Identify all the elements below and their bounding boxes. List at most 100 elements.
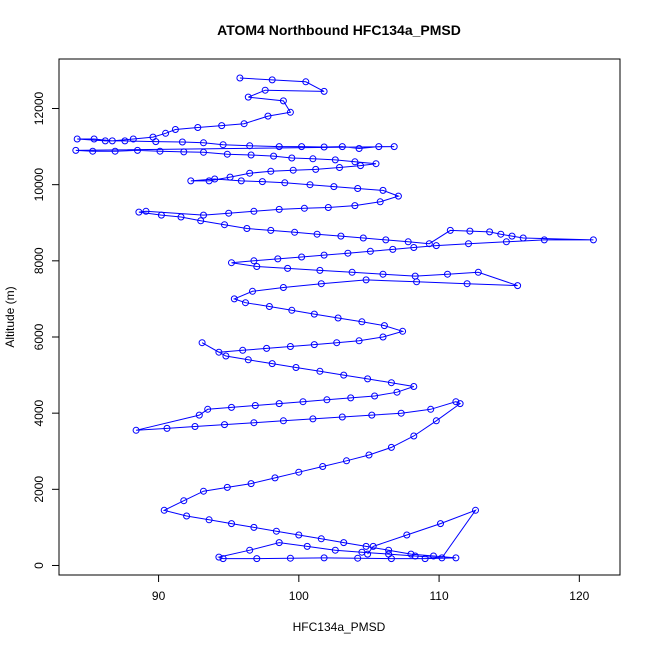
data-point [413, 278, 421, 286]
y-axis: 0 2000 4000 6000 8000 10000 12000 [32, 91, 60, 569]
data-point [215, 348, 223, 356]
data-point [466, 227, 474, 235]
data-point [200, 211, 207, 219]
data-point [351, 202, 359, 210]
data-point [427, 405, 435, 413]
data-point [205, 516, 213, 524]
data-point [295, 531, 303, 539]
data-point [300, 204, 308, 212]
x-tick-label: 120 [569, 589, 589, 603]
data-point [265, 303, 273, 310]
data-point [251, 402, 259, 409]
chart-title: ATOM4 Northbound HFC134a_PMSD [217, 22, 461, 38]
data-point [463, 280, 471, 288]
data-point [357, 162, 364, 170]
data-point [200, 148, 207, 156]
data-point [474, 268, 482, 276]
data-point [340, 539, 348, 547]
data-point [288, 306, 296, 314]
data-point [376, 198, 384, 206]
data-point [502, 238, 510, 246]
data-point [121, 137, 129, 145]
data-point [389, 245, 397, 253]
data-point [410, 383, 418, 390]
data-point [452, 398, 460, 406]
data-point [438, 554, 446, 562]
data-point [355, 145, 363, 152]
data-point [253, 263, 261, 270]
data-point [250, 523, 258, 531]
data-point [354, 185, 362, 192]
data-point [486, 228, 494, 236]
data-point [274, 255, 282, 263]
data-point [320, 143, 328, 151]
data-point [200, 487, 207, 495]
data-point [279, 97, 287, 105]
data-point [250, 257, 258, 265]
data-point [73, 135, 81, 143]
y-tick-label: 4000 [32, 399, 46, 426]
data-point [180, 148, 188, 156]
data-point [228, 520, 235, 528]
data-point [407, 550, 415, 558]
data-point [365, 451, 373, 459]
data-point [239, 346, 247, 354]
data-point [358, 318, 366, 326]
data-point [336, 164, 343, 171]
data-point [89, 147, 97, 155]
data-point [368, 411, 376, 419]
data-point [272, 527, 280, 535]
data-point [347, 394, 355, 402]
data-point [411, 552, 419, 560]
data-point [160, 506, 168, 514]
data-point [338, 143, 346, 151]
data-point [379, 333, 387, 341]
data-point [275, 539, 283, 547]
data-point [437, 520, 444, 528]
data-point [194, 124, 202, 131]
series-line [75, 77, 594, 560]
data-point [286, 554, 294, 562]
data-point [270, 152, 278, 160]
data-point [519, 234, 527, 242]
data-point [330, 183, 338, 191]
data-point [425, 240, 433, 248]
data-point [263, 344, 271, 352]
data-point [333, 339, 341, 347]
data-point [247, 480, 255, 488]
data-point [589, 236, 597, 244]
data-point [223, 150, 231, 158]
data-point [72, 146, 80, 154]
data-point [191, 423, 199, 430]
data-point [267, 226, 275, 234]
data-point [268, 360, 276, 368]
y-tick-label: 8000 [32, 247, 46, 274]
data-point [397, 409, 405, 417]
data-point [472, 506, 479, 514]
data-point [178, 138, 186, 146]
data-point [362, 542, 370, 550]
data-point [379, 270, 387, 278]
data-point [456, 400, 464, 408]
data-point [303, 542, 311, 550]
x-axis-label: HFC134a_PMSD [293, 620, 386, 634]
data-point [284, 264, 292, 272]
data-point [323, 396, 331, 404]
data-point [421, 555, 429, 563]
data-point [183, 512, 191, 520]
data-point [393, 388, 401, 396]
data-point [312, 165, 320, 173]
data-point [187, 177, 195, 185]
data-point [111, 147, 119, 155]
data-point [364, 375, 372, 383]
data-point [152, 138, 160, 146]
data-point [275, 143, 283, 151]
data-point [291, 228, 299, 236]
data-point [379, 186, 387, 194]
data-point [230, 295, 238, 303]
data-point [320, 554, 328, 562]
data-point [279, 284, 287, 291]
data-point [223, 483, 231, 491]
data-point [430, 552, 437, 560]
data-point [362, 276, 370, 284]
